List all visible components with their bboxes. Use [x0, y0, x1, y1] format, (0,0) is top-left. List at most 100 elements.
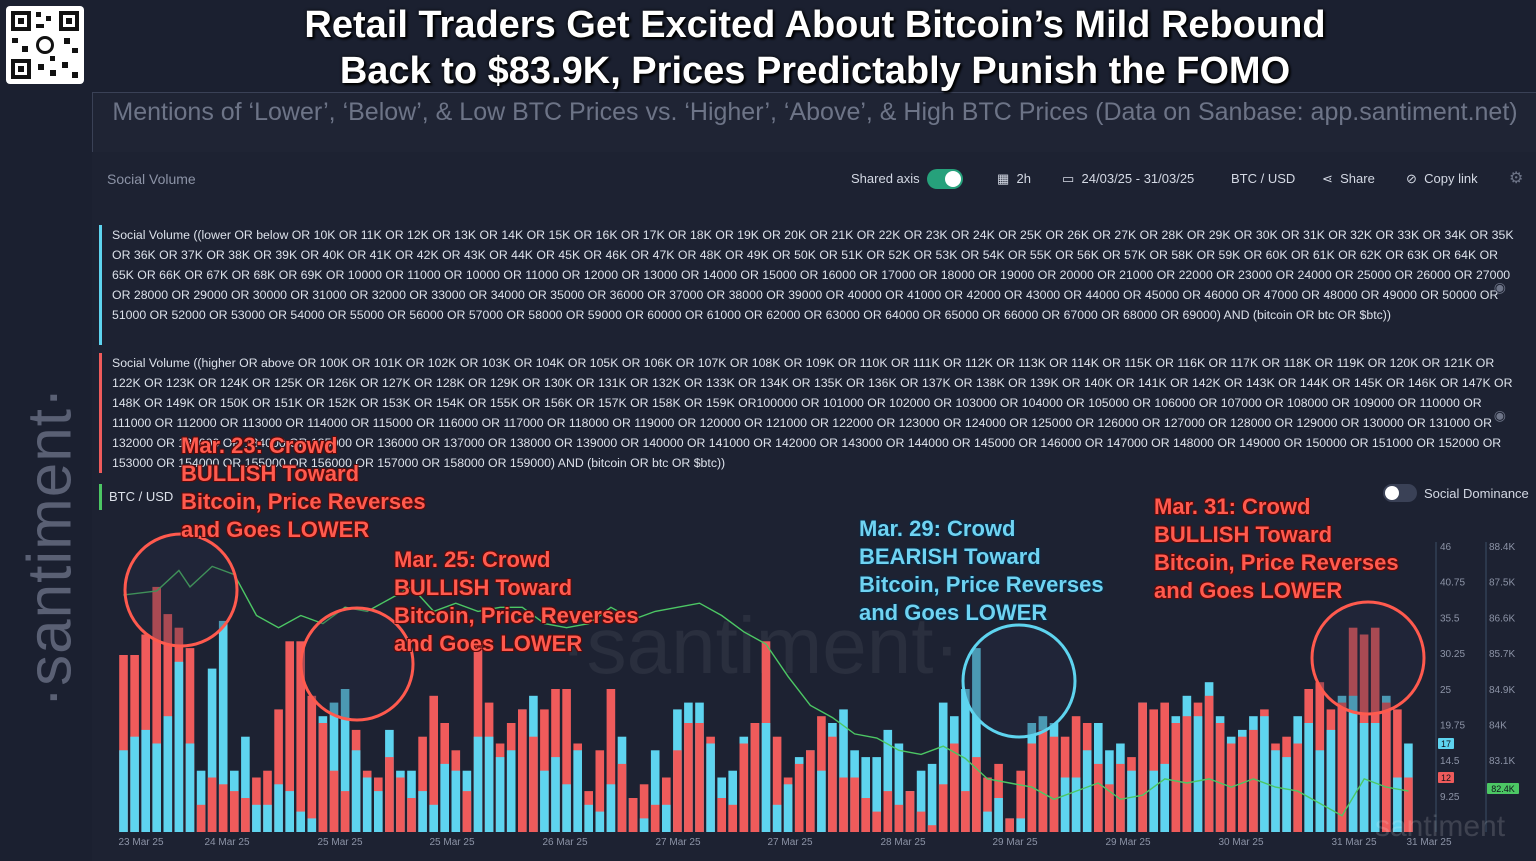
- volume-bar: [185, 648, 195, 832]
- link-icon: ⊘: [1406, 171, 1417, 186]
- highlight-circle: [1310, 600, 1426, 716]
- volume-bar: [861, 757, 870, 832]
- volume-bar: [141, 729, 150, 832]
- date-range-selector[interactable]: ▭ 24/03/25 - 31/03/25: [1062, 171, 1194, 187]
- volume-bar: [1138, 702, 1147, 832]
- annotation-line: Bitcoin, Price Reverses: [1154, 550, 1399, 575]
- share-icon: ⋖: [1322, 171, 1333, 186]
- volume-bar: [1293, 743, 1302, 832]
- volume-bar: [119, 750, 128, 832]
- volume-bar: [1105, 784, 1114, 832]
- volume-axis-tick: 35.5: [1440, 613, 1460, 624]
- volume-bar: [662, 777, 671, 832]
- volume-bar: [650, 804, 660, 832]
- volume-bar: [1049, 736, 1059, 832]
- volume-bar: [440, 763, 449, 832]
- social-dominance-label: Social Dominance: [1424, 486, 1529, 501]
- eye-icon[interactable]: ◉: [1493, 279, 1506, 295]
- volume-bar: [473, 736, 483, 832]
- copy-link-button[interactable]: ⊘ Copy link: [1406, 171, 1478, 187]
- volume-bar: [196, 770, 206, 832]
- volume-bar: [861, 798, 870, 832]
- volume-bar: [1149, 770, 1158, 832]
- volume-bar: [252, 777, 261, 832]
- price-axis-tick: 87.5K: [1489, 578, 1515, 589]
- volume-bar: [307, 695, 317, 832]
- title-line-2: Back to $83.9K, Prices Predictably Punis…: [339, 50, 1291, 92]
- shared-axis-toggle[interactable]: [927, 169, 963, 189]
- current-price-badge-text: 82.4K: [1491, 784, 1515, 794]
- volume-bar: [1260, 716, 1269, 832]
- volume-bar: [783, 784, 793, 832]
- volume-bar: [728, 804, 737, 832]
- annotation-line: Bitcoin, Price Reverses: [394, 603, 639, 628]
- query-higher-mentions[interactable]: Social Volume ((higher OR above OR 100K …: [99, 353, 1522, 473]
- share-button[interactable]: ⋖ Share: [1322, 171, 1375, 187]
- x-tick-label: 31 Mar 25: [1406, 837, 1451, 848]
- annotation-mar-25: Mar. 25: Crowd BULLISH Toward Bitcoin, P…: [394, 546, 639, 658]
- volume-bar: [329, 702, 339, 832]
- volume-bar: [994, 763, 1003, 832]
- query-lower-mentions[interactable]: Social Volume ((lower OR below OR 10K OR…: [99, 225, 1522, 345]
- volume-bar: [252, 804, 261, 832]
- volume-bar: [241, 798, 250, 832]
- annotation-mar-23: Mar. 23: Crowd BULLISH Toward Bitcoin, P…: [181, 432, 426, 544]
- price-series-chip[interactable]: BTC / USD: [99, 484, 173, 510]
- metric-label: Social Volume: [107, 171, 196, 187]
- interval-selector[interactable]: ▦ 2h: [997, 171, 1031, 187]
- annotation-line: and Goes LOWER: [1154, 578, 1343, 603]
- volume-bar: [938, 702, 948, 832]
- volume-bar: [451, 770, 461, 832]
- volume-bar: [595, 811, 605, 832]
- x-tick-label: 27 Mar 25: [767, 837, 812, 848]
- volume-bar: [573, 750, 582, 832]
- volume-bar: [207, 777, 217, 832]
- volume-axis-tick: 30.25: [1440, 649, 1465, 660]
- volume-bar: [1204, 695, 1214, 832]
- x-tick-label: 25 Mar 25: [317, 837, 362, 848]
- volume-bar: [1215, 723, 1225, 832]
- volume-bar: [1249, 729, 1258, 832]
- volume-bar: [983, 777, 992, 832]
- volume-axis-tick: 19.75: [1440, 721, 1465, 732]
- volume-bar: [529, 736, 538, 832]
- volume-bar: [351, 750, 361, 832]
- volume-bar: [950, 743, 959, 832]
- volume-bar: [584, 804, 593, 832]
- volume-bar: [495, 757, 505, 832]
- price-axis-tick: 84K: [1489, 721, 1507, 732]
- calendar-icon: ▭: [1062, 171, 1075, 186]
- page-title: Retail Traders Get Excited About Bitcoin…: [100, 2, 1530, 94]
- pair-selector[interactable]: BTC / USD: [1231, 171, 1296, 186]
- volume-bar: [1238, 736, 1247, 832]
- eye-icon[interactable]: ◉: [1493, 407, 1506, 423]
- x-tick-label: 29 Mar 25: [1105, 837, 1150, 848]
- volume-bar: [1082, 750, 1092, 832]
- volume-bar: [1359, 723, 1369, 832]
- chart-subtitle: Mentions of ‘Lower’, ‘Below’, & Low BTC …: [112, 98, 1518, 126]
- volume-bar: [961, 791, 970, 832]
- volume-bar: [1315, 750, 1325, 832]
- date-range-value: 24/03/25 - 31/03/25: [1081, 171, 1195, 186]
- volume-bar: [285, 641, 294, 832]
- volume-bar: [119, 655, 128, 832]
- gear-icon[interactable]: ⚙: [1509, 170, 1524, 187]
- price-axis-tick: 84.9K: [1489, 685, 1515, 696]
- volume-bar: [639, 818, 649, 832]
- volume-bar: [1171, 723, 1181, 832]
- highlight-circle: [299, 606, 415, 722]
- volume-bar: [329, 770, 339, 832]
- x-tick-label: 28 Mar 25: [880, 837, 925, 848]
- current-lower-badge: [1438, 738, 1454, 749]
- volume-bar: [1116, 763, 1125, 832]
- volume-bar: [639, 784, 649, 832]
- volume-bar: [872, 811, 881, 832]
- social-dominance-toggle[interactable]: [1383, 484, 1417, 502]
- share-label: Share: [1340, 171, 1375, 186]
- toggle-knob: [1385, 486, 1399, 500]
- volume-bar: [429, 695, 438, 832]
- volume-bar: [905, 791, 915, 832]
- interval-value: 2h: [1016, 171, 1031, 186]
- annotation-line: and Goes LOWER: [859, 600, 1048, 625]
- x-tick-label: 26 Mar 25: [542, 837, 587, 848]
